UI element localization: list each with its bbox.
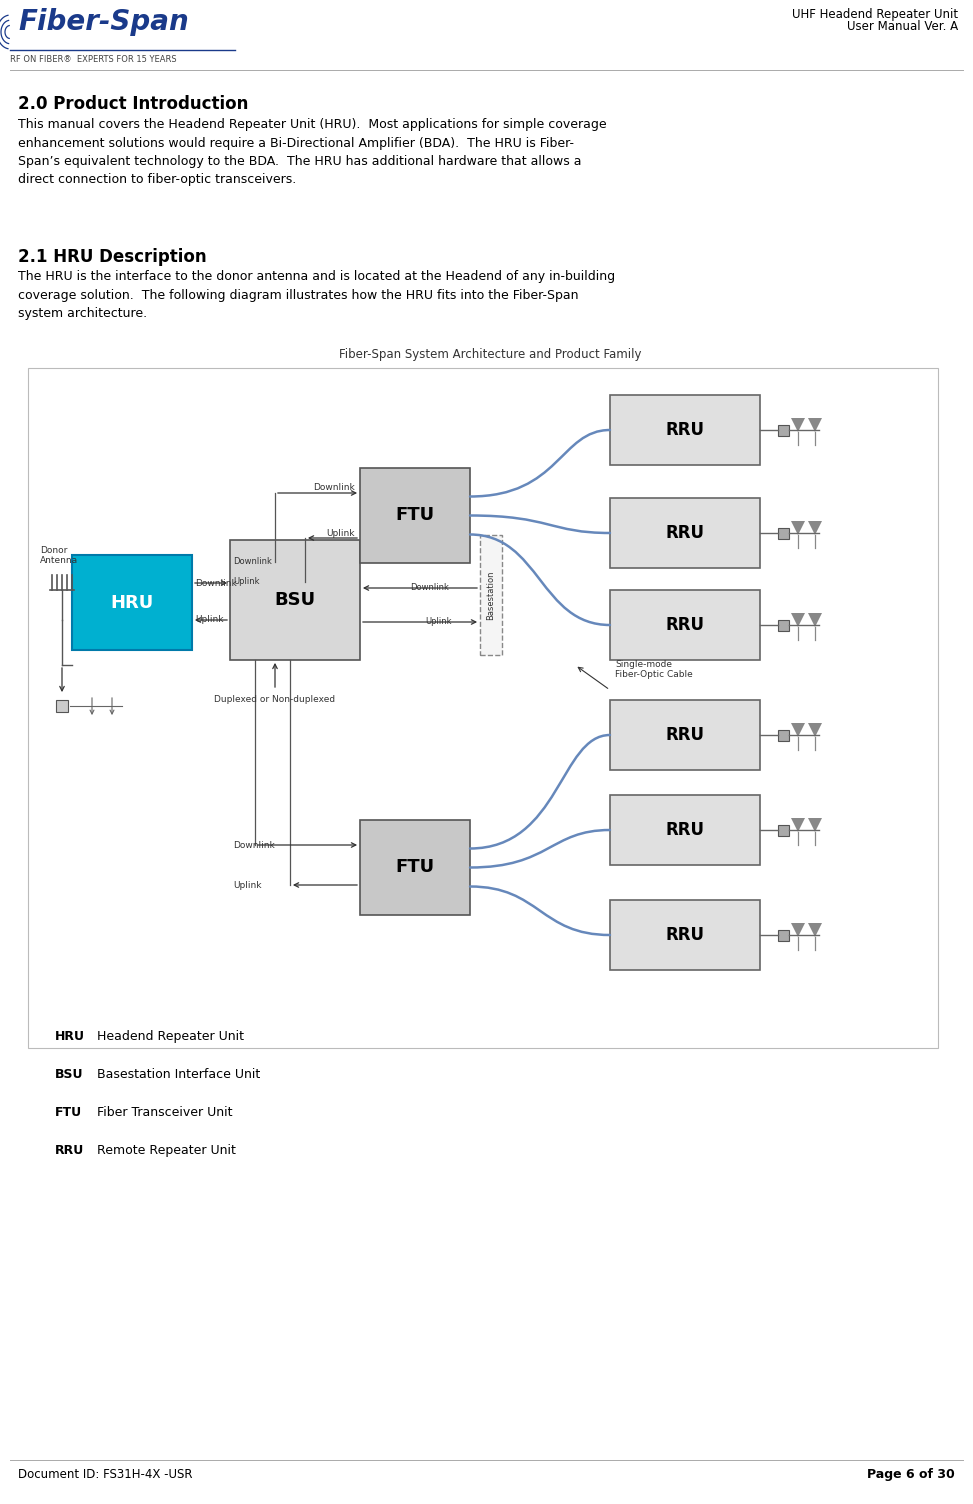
- Text: Donor
Antenna: Donor Antenna: [40, 546, 78, 566]
- Text: Document ID: FS31H-4X -USR: Document ID: FS31H-4X -USR: [18, 1468, 193, 1481]
- Text: Downlink: Downlink: [313, 483, 355, 492]
- Bar: [778, 929, 789, 942]
- Bar: [230, 540, 360, 660]
- Text: Page 6 of 30: Page 6 of 30: [867, 1468, 955, 1481]
- Text: Basestation: Basestation: [486, 570, 495, 620]
- Text: Uplink: Uplink: [233, 578, 260, 587]
- Bar: [610, 796, 760, 865]
- Bar: [56, 699, 68, 711]
- Text: Uplink: Uplink: [425, 618, 451, 627]
- Text: RRU: RRU: [55, 1145, 85, 1157]
- Bar: [610, 699, 760, 770]
- Bar: [778, 826, 789, 836]
- Text: Fiber-Span: Fiber-Span: [18, 8, 189, 36]
- Text: FTU: FTU: [395, 859, 435, 877]
- Text: Remote Repeater Unit: Remote Repeater Unit: [97, 1145, 235, 1157]
- Text: BSU: BSU: [274, 591, 315, 609]
- Bar: [360, 820, 470, 914]
- Bar: [72, 555, 192, 650]
- Text: Uplink: Uplink: [327, 528, 355, 537]
- Polygon shape: [808, 818, 822, 832]
- Text: Headend Repeater Unit: Headend Repeater Unit: [97, 1030, 244, 1042]
- Text: RRU: RRU: [666, 523, 704, 541]
- Polygon shape: [808, 614, 822, 627]
- Text: FTU: FTU: [395, 507, 435, 525]
- Text: RRU: RRU: [666, 926, 704, 945]
- Text: HRU: HRU: [55, 1030, 85, 1042]
- Text: Downlink: Downlink: [233, 841, 274, 850]
- Bar: [360, 468, 470, 562]
- Polygon shape: [808, 418, 822, 432]
- Text: Uplink: Uplink: [233, 880, 262, 889]
- Bar: [778, 426, 789, 436]
- Polygon shape: [791, 723, 805, 737]
- Text: RF ON FIBER®  EXPERTS FOR 15 YEARS: RF ON FIBER® EXPERTS FOR 15 YEARS: [10, 56, 177, 65]
- Text: UHF Headend Repeater Unit: UHF Headend Repeater Unit: [792, 8, 958, 21]
- Text: Downlink: Downlink: [410, 584, 449, 593]
- Polygon shape: [808, 723, 822, 737]
- Text: RRU: RRU: [666, 617, 704, 635]
- Text: This manual covers the Headend Repeater Unit (HRU).  Most applications for simpl: This manual covers the Headend Repeater …: [18, 117, 606, 186]
- Text: BSU: BSU: [55, 1068, 84, 1081]
- Bar: [610, 899, 760, 970]
- Bar: [778, 620, 789, 632]
- Text: Single-mode
Fiber-Optic Cable: Single-mode Fiber-Optic Cable: [615, 660, 693, 680]
- Text: The HRU is the interface to the donor antenna and is located at the Headend of a: The HRU is the interface to the donor an…: [18, 271, 615, 320]
- Bar: [610, 498, 760, 569]
- Polygon shape: [791, 818, 805, 832]
- Text: 2.0 Product Introduction: 2.0 Product Introduction: [18, 95, 248, 113]
- Polygon shape: [791, 614, 805, 627]
- Text: RRU: RRU: [666, 421, 704, 439]
- Text: Uplink: Uplink: [195, 615, 224, 624]
- Text: Downlink: Downlink: [233, 558, 271, 567]
- Polygon shape: [808, 923, 822, 937]
- Text: User Manual Ver. A: User Manual Ver. A: [847, 20, 958, 33]
- Text: FTU: FTU: [55, 1105, 82, 1119]
- Bar: [28, 368, 938, 1048]
- Text: 2.1 HRU Description: 2.1 HRU Description: [18, 248, 206, 266]
- Polygon shape: [791, 520, 805, 535]
- Text: HRU: HRU: [110, 594, 154, 612]
- Bar: [778, 729, 789, 741]
- Polygon shape: [791, 923, 805, 937]
- Polygon shape: [808, 520, 822, 535]
- Text: Fiber-Span System Architecture and Product Family: Fiber-Span System Architecture and Produ…: [339, 347, 641, 361]
- Bar: [610, 396, 760, 465]
- Polygon shape: [791, 418, 805, 432]
- Text: RRU: RRU: [666, 821, 704, 839]
- Bar: [610, 590, 760, 660]
- Text: Downlink: Downlink: [195, 579, 236, 588]
- Text: RRU: RRU: [666, 726, 704, 744]
- Bar: [480, 535, 502, 656]
- Text: Fiber Transceiver Unit: Fiber Transceiver Unit: [97, 1105, 233, 1119]
- Text: Duplexed or Non-duplexed: Duplexed or Non-duplexed: [214, 695, 336, 704]
- Bar: [778, 528, 789, 538]
- Text: Basestation Interface Unit: Basestation Interface Unit: [97, 1068, 260, 1081]
